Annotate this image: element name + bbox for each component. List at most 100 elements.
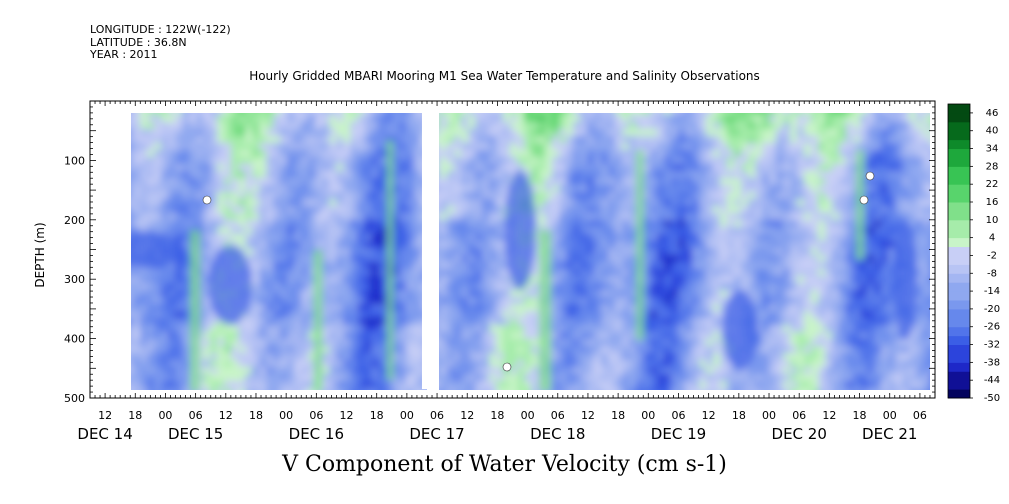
field-cell	[538, 113, 547, 116]
field-cell	[811, 352, 820, 361]
field-cell	[825, 113, 834, 116]
field-cell	[755, 352, 764, 361]
field-cell	[252, 184, 261, 193]
field-cell	[175, 121, 184, 130]
field-cell	[916, 233, 925, 242]
field-cell	[287, 149, 296, 158]
field-cell	[783, 282, 792, 291]
field-cell	[154, 219, 163, 228]
field-cell	[406, 135, 415, 144]
field-cell	[196, 219, 205, 228]
field-cell	[475, 395, 483, 403]
field-cell	[308, 191, 317, 200]
field-cell	[231, 205, 240, 214]
field-cell	[524, 395, 532, 403]
field-cell	[231, 128, 240, 137]
field-cell	[266, 128, 275, 137]
field-cell	[580, 268, 589, 277]
field-cell	[734, 114, 743, 123]
field-cell	[196, 345, 205, 354]
field-cell	[301, 296, 310, 305]
field-cell	[482, 317, 491, 326]
field-cell	[832, 149, 841, 158]
field-cell	[587, 142, 596, 151]
field-cell	[776, 233, 785, 242]
field-cell	[440, 149, 449, 158]
field-cell	[671, 282, 680, 291]
field-cell	[804, 289, 813, 298]
field-cell	[671, 352, 680, 361]
field-cell	[217, 380, 226, 389]
field-cell	[273, 128, 282, 137]
field-cell	[322, 128, 331, 137]
field-cell	[573, 303, 582, 312]
field-cell	[475, 121, 484, 130]
field-cell	[336, 212, 345, 221]
field-cell	[867, 303, 876, 312]
field-cell	[573, 296, 582, 305]
field-cell	[769, 212, 778, 221]
field-cell	[559, 142, 568, 151]
field-cell	[119, 346, 127, 354]
field-cell	[909, 121, 918, 130]
field-cell	[294, 345, 303, 354]
field-cell	[867, 205, 876, 214]
field-cell	[895, 170, 904, 179]
field-cell	[510, 338, 519, 347]
field-cell	[196, 373, 205, 382]
field-cell	[454, 338, 463, 347]
field-cell	[608, 114, 617, 123]
field-cell	[664, 289, 673, 298]
field-cell	[182, 268, 191, 277]
field-cell	[378, 191, 387, 200]
field-cell	[196, 135, 205, 144]
field-cell	[468, 247, 477, 256]
field-cell	[273, 324, 282, 333]
field-cell	[175, 135, 184, 144]
field-cell	[336, 317, 345, 326]
field-cell	[482, 212, 491, 221]
field-cell	[867, 226, 876, 235]
field-cell	[343, 282, 352, 291]
field-cell	[839, 226, 848, 235]
field-cell	[440, 121, 449, 130]
field-cell	[853, 142, 862, 151]
field-cell	[552, 142, 561, 151]
field-cell	[790, 177, 799, 186]
field-cell	[895, 380, 904, 389]
field-cell	[902, 177, 911, 186]
field-cell	[671, 170, 680, 179]
field-cell	[643, 373, 652, 382]
field-cell	[727, 289, 736, 298]
field-cell	[748, 156, 757, 165]
field-cell	[440, 142, 449, 151]
field-cell	[531, 366, 540, 375]
field-cell	[580, 191, 589, 200]
field-cell	[168, 387, 177, 390]
field-cell	[706, 219, 715, 228]
field-cell	[916, 177, 925, 186]
field-cell	[371, 219, 380, 228]
field-cell	[280, 310, 289, 319]
field-cell	[287, 219, 296, 228]
field-cell	[811, 324, 820, 333]
field-cell	[147, 177, 156, 186]
field-cell	[154, 191, 163, 200]
field-cell	[573, 268, 582, 277]
field-cell	[378, 121, 387, 130]
field-cell	[790, 275, 799, 284]
field-cell	[406, 352, 415, 361]
field-cell	[853, 366, 862, 375]
field-cell	[643, 128, 652, 137]
field-cell	[119, 150, 127, 158]
field-cell	[140, 177, 149, 186]
field-cell	[559, 310, 568, 319]
field-cell	[273, 121, 282, 130]
field-cell	[874, 247, 883, 256]
field-cell	[154, 149, 163, 158]
field-cell	[573, 142, 582, 151]
field-cell	[475, 268, 484, 277]
field-cell	[671, 163, 680, 172]
field-cell	[447, 135, 456, 144]
field-cell	[182, 149, 191, 158]
